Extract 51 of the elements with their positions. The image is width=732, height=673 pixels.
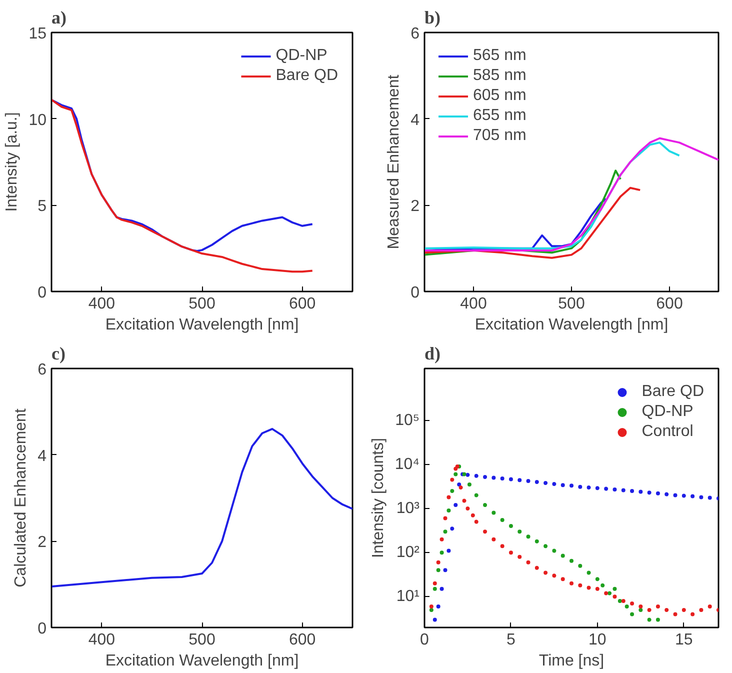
- x-tick-label: 15: [675, 632, 693, 648]
- y-tick-label: 6: [410, 26, 420, 42]
- y-tick-label: 2: [38, 534, 47, 552]
- legend-label: 655 nm: [473, 107, 526, 125]
- chart-title: b): [424, 8, 441, 28]
- x-tick-label: 500: [558, 296, 585, 312]
- x-tick-label: 500: [188, 632, 216, 648]
- x-tick-label: 600: [288, 632, 316, 648]
- x-tick-label: 10: [588, 632, 606, 648]
- x-tick-label: 600: [288, 296, 316, 312]
- x-axis-title: Excitation Wavelength [nm]: [474, 316, 668, 334]
- y-tick-label: 10⁵: [395, 412, 420, 429]
- y-tick-label: 0: [38, 284, 47, 302]
- y-tick-label: 15: [28, 26, 47, 42]
- y-tick-label: 6: [38, 362, 47, 378]
- y-tick-label: 10¹: [396, 588, 420, 606]
- chart-title: c): [52, 344, 66, 364]
- y-tick-label: 10: [28, 112, 47, 129]
- legend-label: QD-NP: [276, 47, 328, 65]
- y-tick-label: 0: [410, 284, 420, 302]
- legend-label: Bare QD: [642, 383, 704, 401]
- x-tick-label: 400: [88, 632, 116, 648]
- y-axis-title: Measured Enhancement: [386, 74, 403, 250]
- legend-label: 565 nm: [473, 47, 526, 65]
- chart-title: a): [52, 8, 66, 28]
- y-tick-label: 10⁴: [394, 456, 420, 473]
- y-tick-label: 0: [38, 620, 47, 638]
- x-tick-label: 400: [460, 296, 487, 312]
- y-axis-title: Calculated Enhancement: [12, 408, 30, 588]
- chart-title: d): [424, 344, 441, 364]
- legend-label: Bare QD: [276, 67, 338, 85]
- y-axis-title: Intensity [counts]: [370, 438, 387, 558]
- x-tick-label: 600: [656, 296, 683, 312]
- y-tick-label: 5: [38, 198, 47, 216]
- y-tick-label: 10³: [396, 500, 420, 518]
- x-tick-label: 400: [88, 296, 116, 312]
- y-tick-label: 2: [410, 198, 420, 216]
- legend-label: 705 nm: [473, 127, 526, 145]
- y-tick-label: 4: [38, 448, 47, 465]
- x-axis-title: Time [ns]: [538, 652, 604, 670]
- y-tick-label: 10²: [396, 544, 420, 562]
- legend-label: 605 nm: [473, 87, 526, 105]
- legend-label: Control: [642, 423, 694, 441]
- y-axis-title: Intensity [a.u.]: [4, 112, 21, 212]
- x-axis-title: Excitation Wavelength [nm]: [105, 316, 299, 334]
- x-axis-title: Excitation Wavelength [nm]: [105, 652, 299, 670]
- y-tick-label: 4: [410, 112, 420, 129]
- legend-label: QD-NP: [642, 403, 694, 421]
- legend-label: 585 nm: [473, 67, 526, 85]
- x-tick-label: 5: [506, 632, 516, 648]
- x-tick-label: 500: [188, 296, 216, 312]
